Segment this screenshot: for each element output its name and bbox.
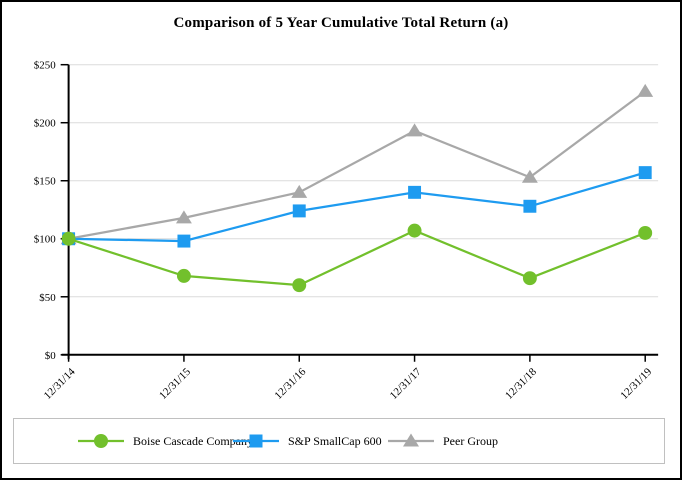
legend: Boise Cascade Company S&P SmallCap 600 P… <box>13 418 665 464</box>
data-point-marker <box>522 271 537 286</box>
series-line-s-p-smallcap-600 <box>68 171 646 243</box>
legend-marker-svg <box>233 434 279 448</box>
legend-entry-peer-group: Peer Group <box>388 419 498 463</box>
x-tick-label: 12/31/19 <box>618 365 654 401</box>
data-point-marker <box>177 234 191 248</box>
y-tick-label: $50 <box>39 292 56 304</box>
legend-label: S&P SmallCap 600 <box>288 433 382 448</box>
data-point-marker <box>406 123 423 137</box>
y-tick-label: $250 <box>34 60 56 72</box>
legend-entry-boise-cascade-company: Boise Cascade Company <box>78 419 253 463</box>
line-square-marker-icon <box>233 432 279 450</box>
x-tick-label: 12/31/18 <box>503 365 539 401</box>
x-tick-label: 12/31/15 <box>157 365 193 401</box>
data-point-marker <box>638 166 652 180</box>
data-point-marker <box>176 268 191 283</box>
data-point-marker <box>292 204 306 218</box>
legend-shape <box>249 434 263 448</box>
x-tick-label: 12/31/14 <box>42 365 78 401</box>
series-line-peer-group <box>68 90 646 240</box>
legend-marker-svg <box>78 434 124 448</box>
data-point-marker <box>408 185 422 199</box>
legend-marker-svg <box>388 433 434 447</box>
chart-svg: $0 $50 $100 $150 $200 $250 12/31/14 12/31/15 12/… <box>34 60 659 402</box>
data-point-marker <box>175 210 192 224</box>
series-line-boise-cascade-company <box>68 229 646 287</box>
data-point-marker <box>523 199 537 213</box>
x-tick-label: 12/31/16 <box>272 365 308 401</box>
y-tick-label: $100 <box>34 234 56 246</box>
data-point-marker <box>407 223 422 238</box>
y-tick-label: $200 <box>34 118 56 130</box>
data-point-marker <box>521 169 538 183</box>
legend-shape <box>403 433 419 447</box>
data-point-marker <box>292 278 307 293</box>
data-point-marker <box>638 225 653 240</box>
data-point-marker <box>637 83 654 97</box>
x-tick-label: 12/31/17 <box>388 365 424 401</box>
line-triangle-marker-icon <box>388 432 434 450</box>
y-tick-label: $0 <box>45 350 56 362</box>
data-point-marker <box>61 231 76 246</box>
chart-title: Comparison of 5 Year Cumulative Total Re… <box>173 15 509 31</box>
y-tick-label: $150 <box>34 176 56 188</box>
line-circle-marker-icon <box>78 432 124 450</box>
legend-label: Peer Group <box>443 433 498 448</box>
legend-entry-sp-smallcap-600: S&P SmallCap 600 <box>233 419 382 463</box>
data-point-marker <box>291 184 308 198</box>
legend-label: Boise Cascade Company <box>133 433 253 448</box>
legend-shape <box>94 434 108 448</box>
